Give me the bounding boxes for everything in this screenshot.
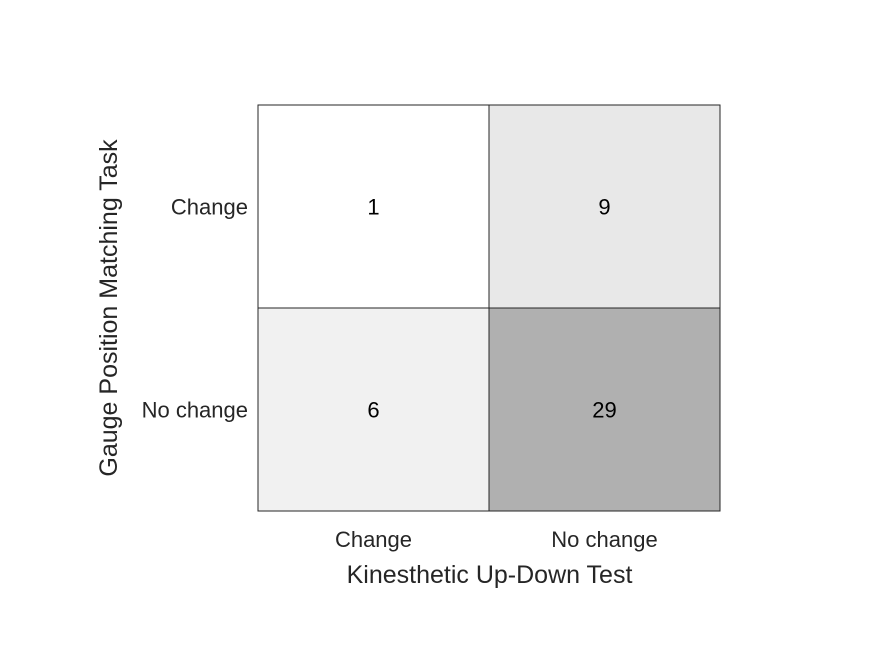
cell-value-label: 29	[592, 398, 616, 423]
x-axis-label: Kinesthetic Up-Down Test	[347, 561, 633, 589]
y-tick-label: Change	[171, 195, 248, 220]
heatmap-cell-values: 1 9 6 29	[367, 195, 616, 423]
x-tick-label: Change	[335, 527, 412, 552]
heatmap-cells	[257, 104, 721, 512]
y-tick-labels: Change No change	[142, 195, 248, 423]
x-tick-labels: Change No change	[335, 527, 658, 552]
cell-value-label: 1	[367, 195, 379, 220]
heatmap-cell-no-change-no-change	[488, 307, 721, 512]
heatmap-cell-change-no-change	[488, 104, 721, 309]
heatmap-cell-no-change-change	[257, 307, 490, 512]
x-tick-label: No change	[551, 527, 657, 552]
y-tick-label: No change	[142, 398, 248, 423]
cell-value-label: 6	[367, 398, 379, 423]
heatmap-cell-change-change	[257, 104, 490, 309]
cell-value-label: 9	[598, 195, 610, 220]
y-axis-label: Gauge Position Matching Task	[95, 139, 123, 477]
